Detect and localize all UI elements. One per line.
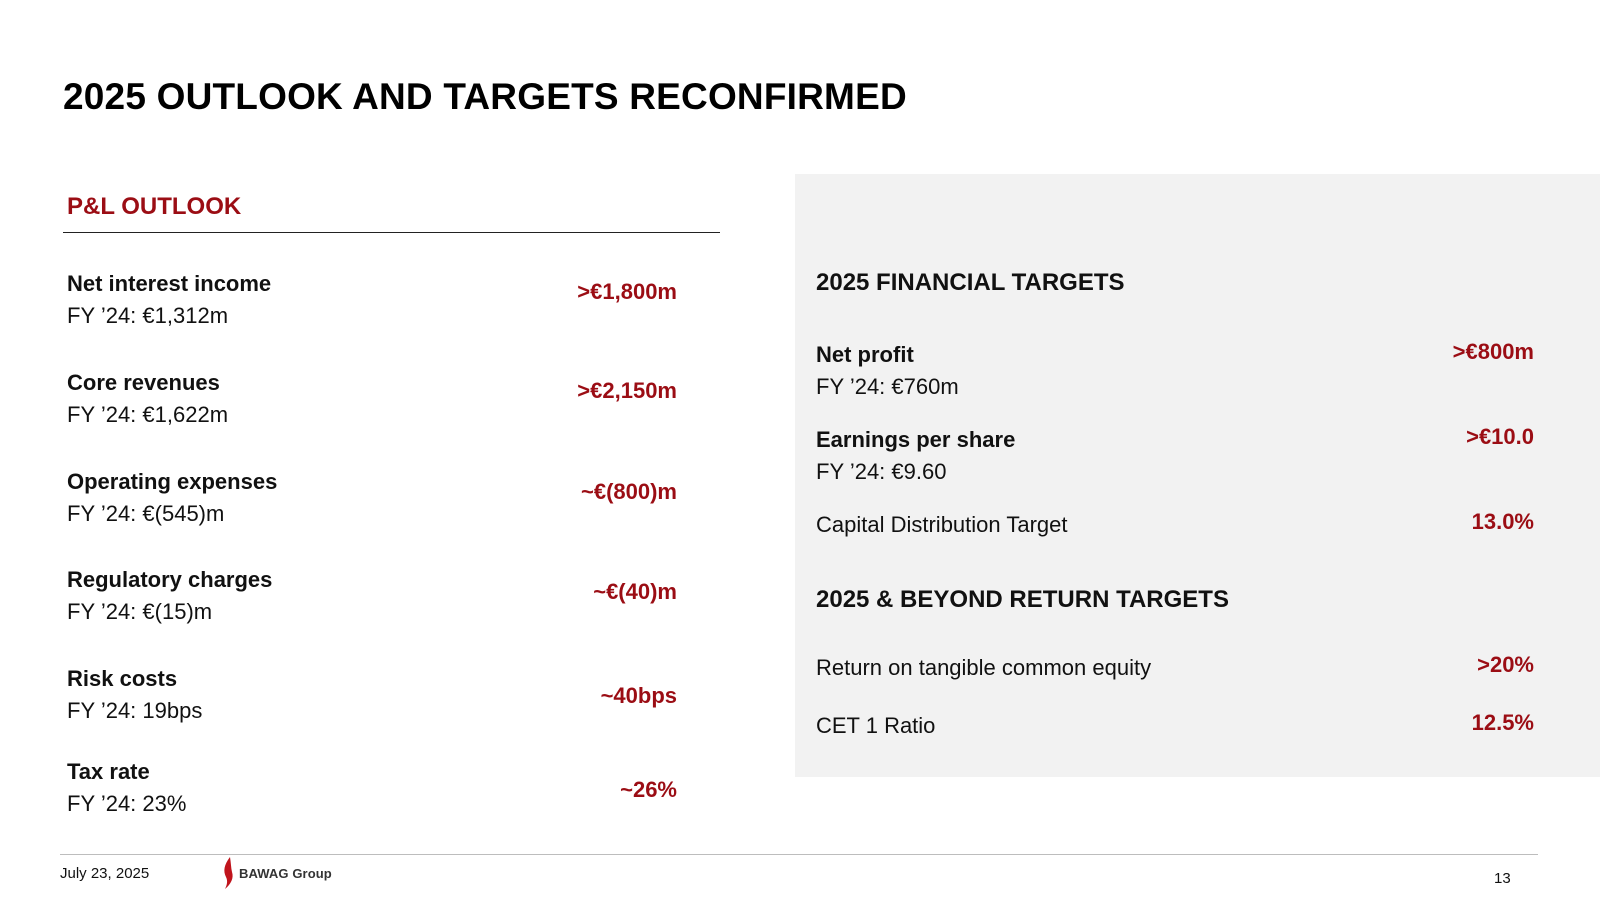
page-title: 2025 OUTLOOK AND TARGETS RECONFIRMED (63, 76, 907, 117)
pl-item-target: ~€(800)m (580, 479, 677, 504)
target-item-value: 12.5% (1471, 710, 1534, 735)
pl-item-label: Core revenues (67, 370, 220, 395)
pl-item-operating-expenses: Operating expenses FY ’24: €(545)m ~€(80… (67, 469, 677, 539)
pl-item-risk-costs: Risk costs FY ’24: 19bps ~40bps (67, 666, 677, 736)
pl-item-label: Risk costs (67, 666, 178, 691)
pl-item-label: Net interest income (67, 271, 272, 296)
target-item-prior: FY ’24: €760m (816, 374, 959, 399)
pl-item-label: Tax rate (67, 759, 150, 784)
pl-item-core-revenues: Core revenues FY ’24: €1,622m >€2,150m (67, 370, 677, 440)
pl-item-target: ~€(40)m (593, 579, 677, 604)
target-item-value: >20% (1477, 652, 1534, 677)
pl-item-net-interest-income: Net interest income FY ’24: €1,312m >€1,… (67, 271, 677, 341)
pl-item-prior: FY ’24: 19bps (67, 698, 203, 723)
pl-outlook-divider (63, 232, 720, 233)
target-item-value: >€800m (1452, 339, 1534, 364)
target-item-value: 13.0% (1471, 509, 1534, 534)
logo-text: BAWAG Group (239, 865, 332, 881)
pl-item-prior: FY ’24: €(545)m (67, 501, 225, 526)
financial-targets-heading: 2025 FINANCIAL TARGETS (816, 269, 1125, 296)
footer-divider (60, 854, 1538, 855)
target-item-value: >€10.0 (1466, 424, 1534, 449)
target-item-label: Capital Distribution Target (816, 512, 1068, 537)
target-item-label: Net profit (816, 342, 914, 367)
pl-outlook-heading: P&L OUTLOOK (67, 193, 242, 220)
target-item-prior: FY ’24: €9.60 (816, 459, 947, 484)
company-logo: BAWAG Group (222, 857, 332, 889)
pl-item-prior: FY ’24: €1,312m (67, 303, 229, 328)
footer-date: July 23, 2025 (60, 865, 150, 882)
flame-icon (224, 857, 233, 889)
pl-item-target: >€1,800m (577, 279, 677, 304)
pl-item-target: >€2,150m (577, 378, 677, 403)
page-number: 13 (1494, 870, 1511, 887)
pl-item-prior: FY ’24: €1,622m (67, 402, 229, 427)
pl-item-prior: FY ’24: €(15)m (67, 599, 213, 624)
targets-panel: 2025 FINANCIAL TARGETS Net profit FY ’24… (795, 174, 1600, 777)
target-item-label: Earnings per share (816, 427, 1016, 452)
pl-item-target: ~40bps (600, 683, 677, 708)
target-item-label: Return on tangible common equity (816, 655, 1152, 680)
pl-item-label: Operating expenses (67, 469, 278, 494)
pl-item-label: Regulatory charges (67, 567, 273, 592)
pl-item-tax-rate: Tax rate FY ’24: 23% ~26% (67, 759, 677, 829)
pl-item-target: ~26% (620, 777, 677, 802)
pl-item-prior: FY ’24: 23% (67, 791, 187, 816)
return-targets-heading: 2025 & BEYOND RETURN TARGETS (816, 586, 1229, 613)
target-item-label: CET 1 Ratio (816, 713, 936, 738)
pl-item-regulatory-charges: Regulatory charges FY ’24: €(15)m ~€(40)… (67, 567, 677, 637)
